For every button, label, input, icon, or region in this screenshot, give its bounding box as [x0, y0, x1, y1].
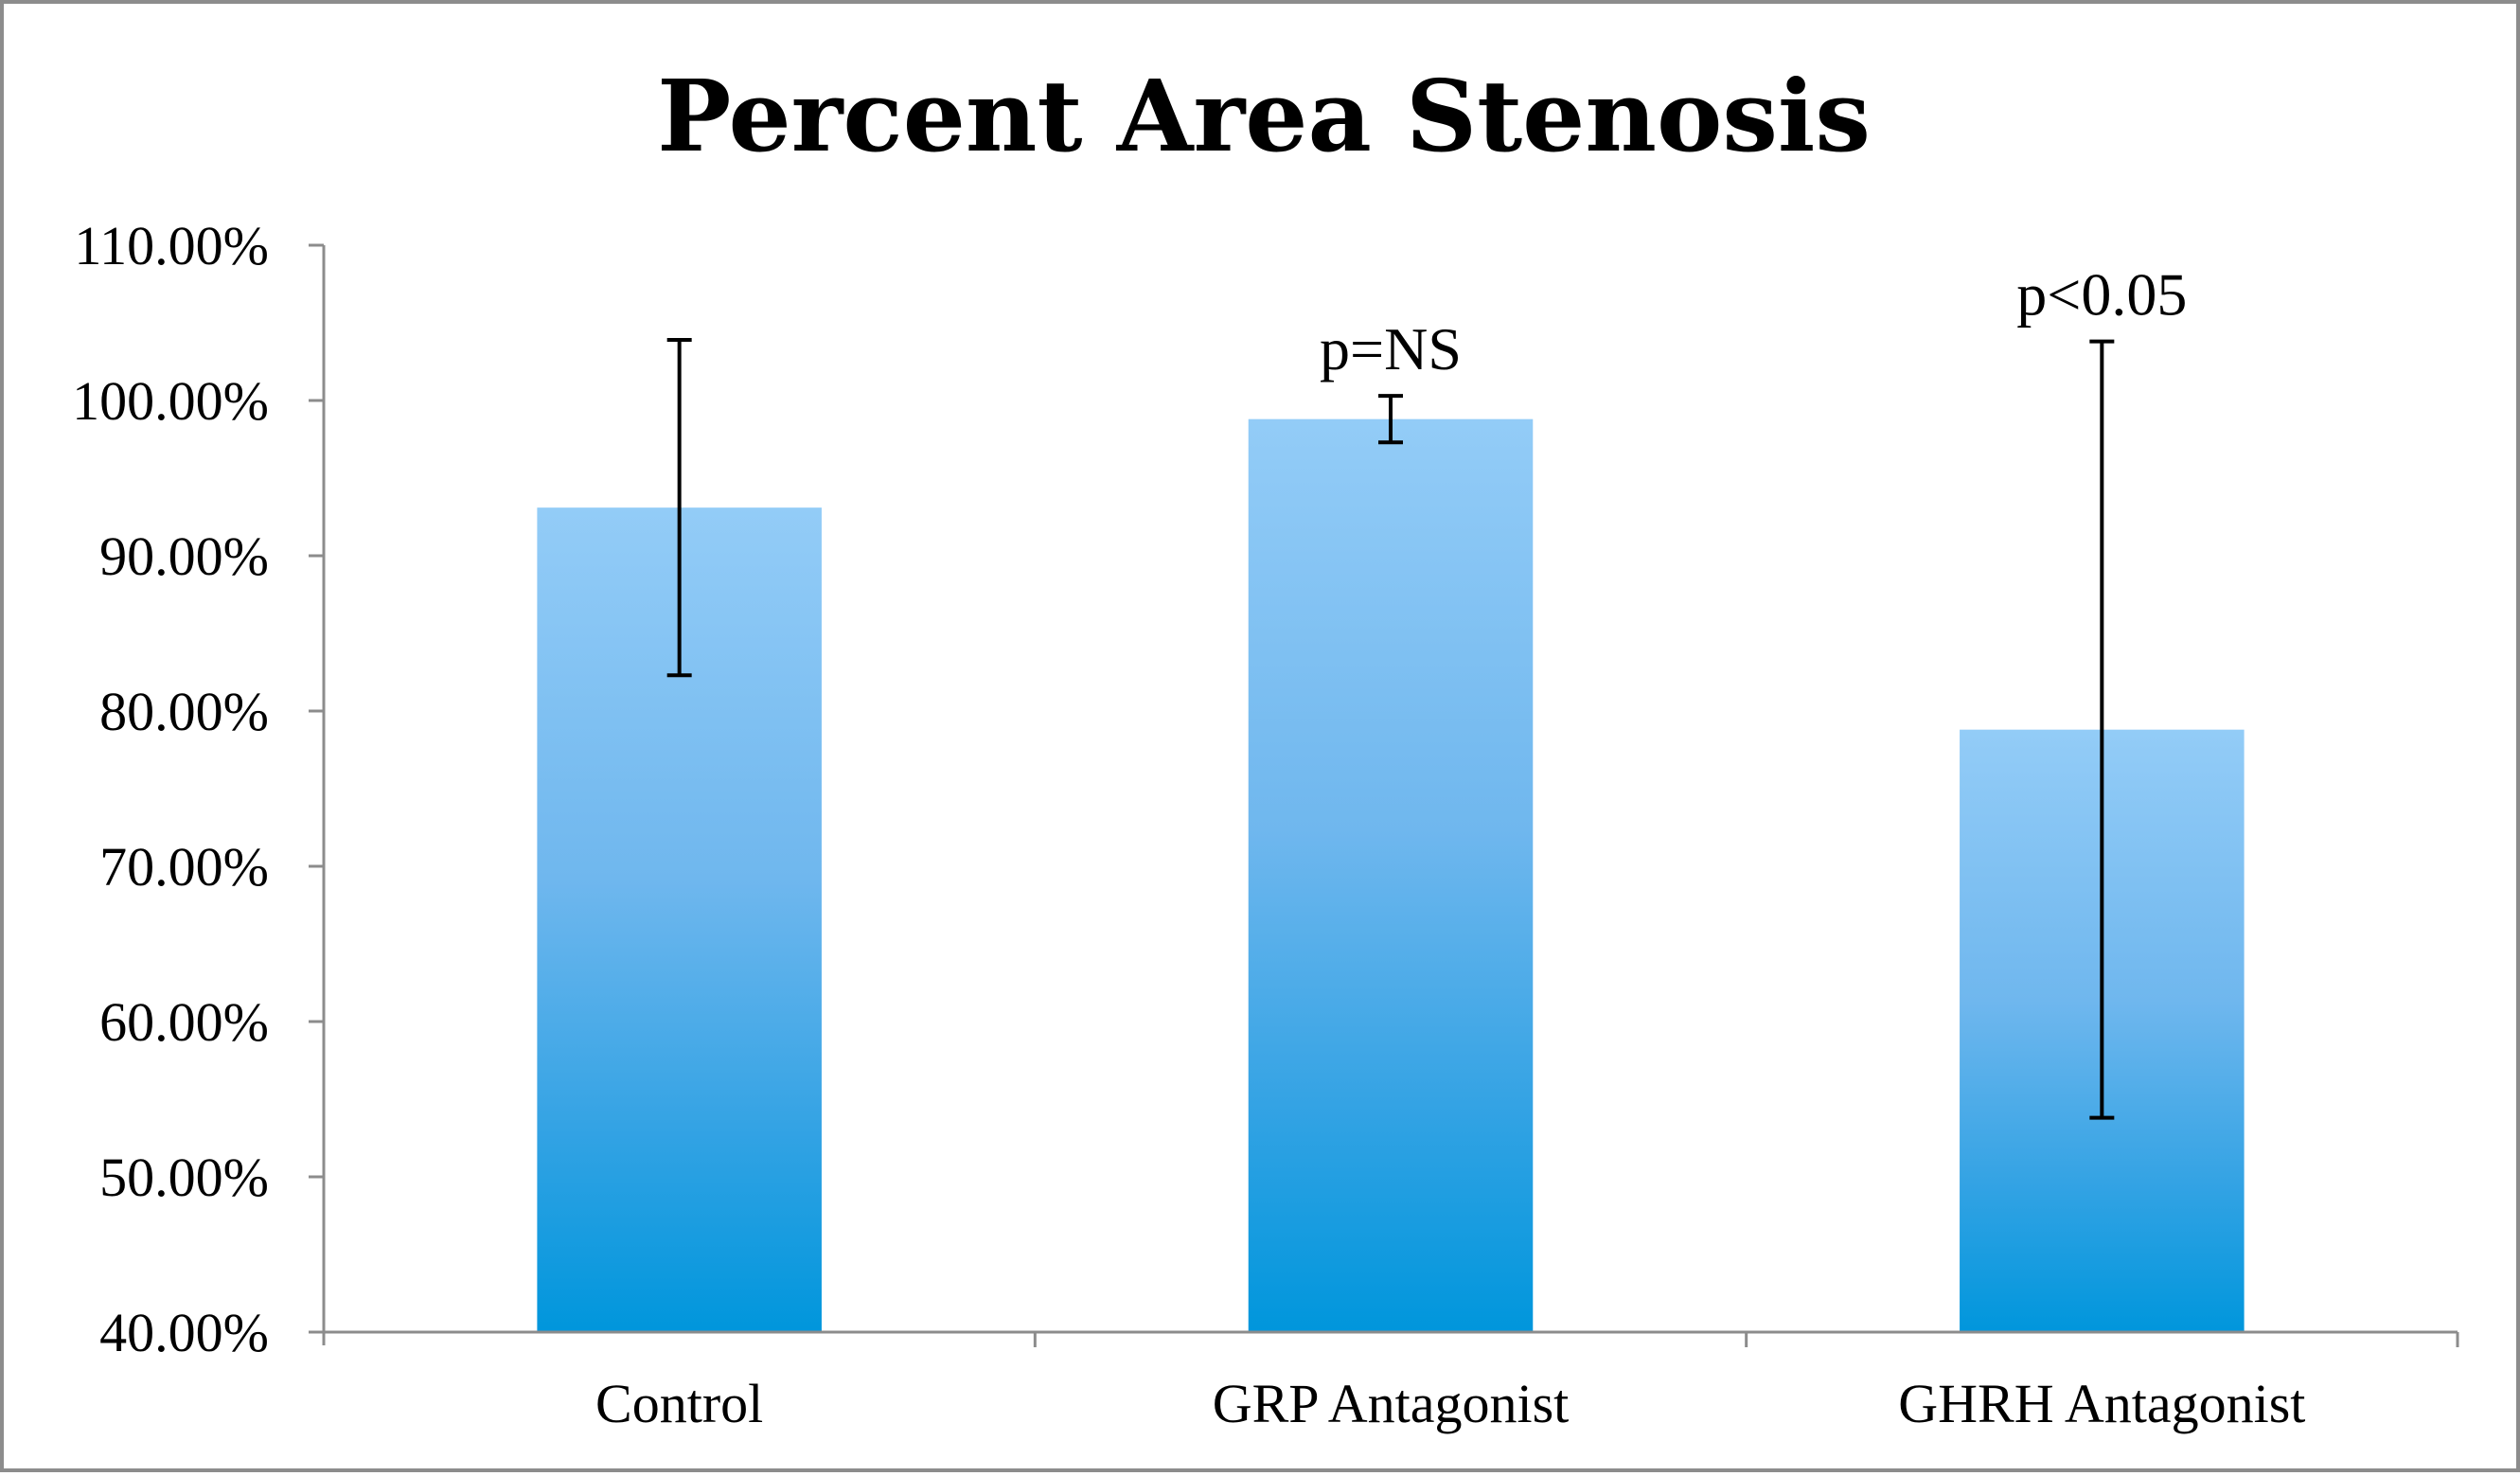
y-tick-label-6: 90.00% — [99, 525, 269, 587]
annotation-2: p=NS — [1320, 315, 1462, 382]
x-tick-label-2: GRP Antagonist — [1213, 1373, 1570, 1434]
labels-layer: Control p=NS GRP Antagonist p<0.05 GHRH Anta… — [72, 215, 2305, 1434]
y-tick-label-7: 100.00% — [72, 370, 269, 432]
axes-layer — [309, 243, 2459, 1347]
y-tick-label-3: 60.00% — [99, 991, 269, 1053]
y-tick-label-1: 40.00% — [99, 1302, 269, 1363]
chart-title: Percent Area Stenosis — [657, 58, 1871, 174]
bar-chart: Percent Area Stenosis Control p=NS GRP Ant… — [72, 58, 2459, 1434]
y-tick-label-4: 70.00% — [99, 836, 269, 898]
x-tick-label-3: GHRH Antagonist — [1898, 1373, 2305, 1434]
bar-2 — [1248, 418, 1534, 1332]
x-tick-label-1: Control — [595, 1373, 763, 1434]
y-tick-label-8: 110.00% — [74, 215, 269, 276]
bars-layer — [537, 338, 2245, 1332]
annotation-3: p<0.05 — [2016, 261, 2187, 329]
y-tick-label-2: 50.00% — [99, 1147, 269, 1208]
y-tick-label-5: 80.00% — [99, 681, 269, 742]
